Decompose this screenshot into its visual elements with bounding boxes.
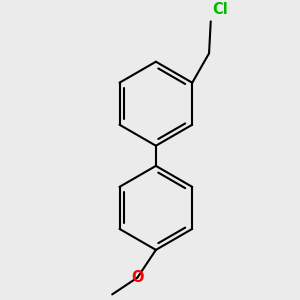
Text: Cl: Cl: [212, 2, 228, 17]
Text: O: O: [131, 270, 144, 285]
